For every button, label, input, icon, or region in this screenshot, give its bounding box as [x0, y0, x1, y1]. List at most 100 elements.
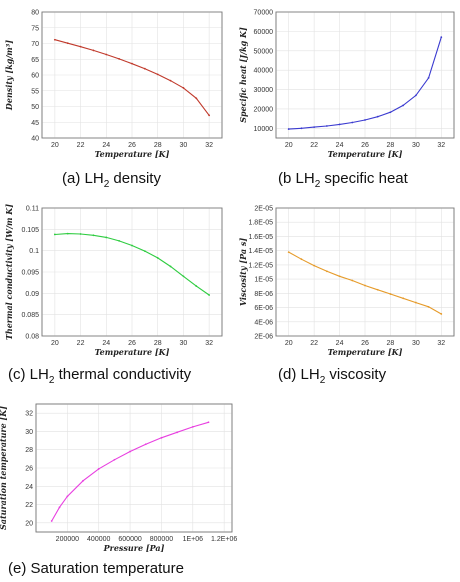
x-tick-label: 200000 [56, 536, 79, 543]
caption-text: (d) LH [278, 366, 320, 383]
y-tick-label: 26 [25, 466, 33, 473]
caption-text-rest: density [109, 170, 161, 187]
y-tick-label: 8E-06 [254, 291, 273, 298]
data-point [169, 265, 172, 268]
y-tick-label: 30 [25, 429, 33, 436]
data-point [440, 36, 443, 39]
chart-panel-specific-heat: 20 22 24 26 28 30 32 10000 20000 30000 40000 50000 6… [230, 0, 460, 195]
y-tick-label: 6E-06 [254, 305, 273, 312]
data-point [207, 421, 210, 424]
y-axis-label: Density [kg/m³] [4, 40, 14, 111]
y-tick-label: 2E-05 [254, 206, 273, 213]
data-point [338, 123, 341, 126]
data-point [156, 73, 159, 76]
data-point [131, 62, 133, 65]
data-point [376, 288, 379, 291]
y-tick-label: 1.2E-05 [248, 262, 273, 269]
caption-text: (a) LH [62, 170, 104, 187]
thermal-conductivity-chart: 20 22 24 26 28 30 32 0.08 0.085 0.09 0.095 0.1 0.105… [4, 204, 223, 357]
data-point [66, 495, 69, 498]
data-point [156, 257, 159, 259]
x-tick-label: 32 [205, 142, 213, 149]
plot-frame [275, 207, 455, 337]
x-axis-label: Temperature [K] [328, 347, 403, 357]
y-tick-label: 40000 [254, 68, 274, 75]
caption-text-rest: specific heat [320, 170, 408, 187]
plot-frame [41, 11, 223, 139]
data-point [176, 431, 179, 434]
data-point [105, 236, 108, 239]
x-tick-label: 22 [77, 142, 85, 149]
data-point [66, 42, 69, 45]
x-tick-label: 30 [412, 340, 420, 347]
y-tick-label: 2E-06 [254, 334, 273, 341]
y-tick-label: 1.6E-05 [248, 234, 273, 241]
caption-text-rest: viscosity [325, 366, 387, 383]
data-point [182, 87, 185, 89]
plot-frame [275, 11, 455, 139]
x-tick-label: 20 [51, 340, 59, 347]
data-point [287, 128, 290, 130]
plot-frame [35, 403, 233, 533]
plot-frame [41, 207, 223, 337]
caption-text: (b LH [278, 170, 315, 187]
data-point [351, 279, 354, 282]
data-point [143, 250, 146, 252]
chart-panel-thermal-conductivity: 20 22 24 26 28 30 32 0.08 0.085 0.09 0.095 0.1 0.105… [0, 198, 230, 388]
data-point [313, 126, 316, 129]
density-chart: 20 22 24 26 28 30 32 40 45 50 55 60 65 70 75 80 Temperat… [4, 10, 223, 159]
y-tick-label: 0.1 [29, 248, 39, 255]
y-tick-label: 20000 [254, 106, 274, 113]
x-tick-label: 1.2E+06 [211, 536, 237, 543]
x-tick-label: 20 [51, 142, 59, 149]
x-tick-label: 26 [128, 340, 136, 347]
data-point [79, 45, 82, 48]
y-tick-label: 80 [31, 10, 39, 17]
chart-panel-saturation-temperature: 200000 400000 600000 800000 1E+06 1.2E+06 20 22… [0, 392, 240, 582]
data-point [66, 232, 69, 235]
x-tick-label: 32 [437, 142, 445, 149]
data-point [53, 38, 56, 41]
y-tick-label: 55 [31, 88, 39, 95]
y-tick-label: 0.11 [26, 206, 39, 213]
saturation-temperature-chart: 200000 400000 600000 800000 1E+06 1.2E+06 20 22… [0, 403, 237, 553]
data-point [97, 468, 100, 470]
data-point [92, 49, 95, 52]
data-point [325, 125, 328, 127]
data-point [191, 425, 194, 428]
data-point [182, 275, 185, 278]
data-point [131, 244, 133, 247]
y-axis-label: Viscosity [Pa s] [238, 238, 248, 307]
caption-specific-heat: (b LH2 specific heat [278, 170, 408, 190]
x-tick-label: 30 [180, 340, 188, 347]
x-tick-label: 800000 [150, 536, 173, 543]
x-axis-label: Temperature [K] [328, 149, 403, 159]
specific-heat-chart: 20 22 24 26 28 30 32 10000 20000 30000 40000 50000 6… [238, 10, 455, 159]
x-tick-label: 22 [310, 142, 318, 149]
data-point [402, 104, 405, 107]
y-tick-label: 28 [25, 447, 33, 454]
x-tick-label: 28 [154, 142, 162, 149]
y-tick-label: 4E-06 [254, 319, 273, 326]
x-tick-label: 30 [180, 142, 188, 149]
x-tick-label: 28 [154, 340, 162, 347]
x-tick-label: 24 [102, 340, 110, 347]
y-tick-label: 50 [31, 104, 39, 111]
y-tick-label: 0.08 [25, 334, 39, 341]
y-tick-label: 70 [31, 41, 39, 48]
data-point [113, 458, 116, 461]
series-line [51, 421, 209, 522]
data-point [313, 264, 316, 267]
x-tick-label: 20 [285, 142, 293, 149]
y-tick-label: 45 [31, 120, 39, 127]
data-point [208, 114, 211, 117]
x-tick-label: 24 [336, 340, 344, 347]
data-point [195, 97, 198, 100]
data-point [414, 94, 417, 97]
data-point [129, 450, 131, 453]
data-point [144, 443, 147, 446]
caption-thermal-conductivity: (c) LH2 thermal conductivity [8, 366, 191, 386]
y-tick-label: 30000 [254, 87, 274, 94]
x-tick-label: 400000 [87, 536, 110, 543]
caption-viscosity: (d) LH2 viscosity [278, 366, 386, 386]
